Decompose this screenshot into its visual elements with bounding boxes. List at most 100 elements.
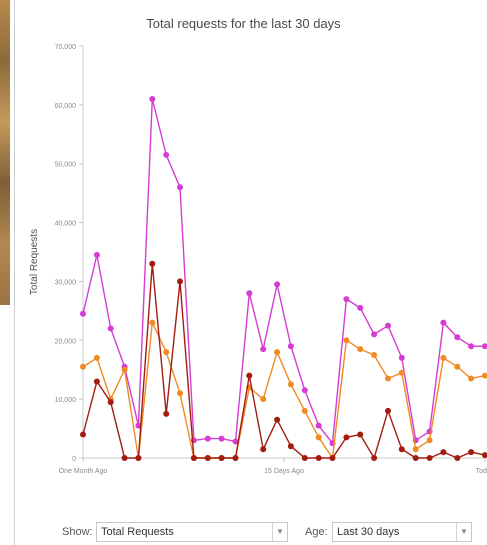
data-point — [412, 446, 419, 453]
x-tick-label: 15 Days Ago — [264, 468, 304, 475]
data-point — [93, 251, 100, 258]
data-point — [218, 435, 225, 442]
data-point — [482, 372, 487, 379]
data-point — [357, 304, 364, 311]
data-point — [426, 455, 433, 461]
data-point — [468, 449, 475, 456]
data-point — [163, 349, 170, 356]
data-point — [107, 399, 114, 406]
data-point — [440, 449, 447, 456]
filter-controls: Show: Total Requests ▼ Age: Last 30 days… — [0, 522, 487, 544]
data-point — [329, 455, 336, 461]
data-point — [93, 378, 100, 385]
data-point — [135, 455, 142, 461]
data-point — [232, 438, 239, 445]
data-point — [440, 354, 447, 361]
chevron-down-icon[interactable]: ▼ — [456, 523, 471, 541]
show-select-value: Total Requests — [101, 526, 174, 538]
data-point — [343, 434, 350, 441]
requests-line-chart: 0 10,000 20,000 30,000 40,000 50,000 60,000 70,… — [29, 44, 487, 475]
data-point — [287, 343, 294, 350]
data-point — [149, 319, 156, 326]
data-point — [260, 446, 267, 453]
data-point — [93, 354, 100, 361]
data-point — [190, 455, 197, 461]
data-point — [357, 431, 364, 438]
data-point — [357, 346, 364, 353]
data-point — [260, 346, 267, 353]
age-select[interactable]: Last 30 days ▼ — [332, 522, 472, 542]
data-point — [107, 325, 114, 332]
data-point — [301, 455, 308, 461]
data-point — [287, 381, 294, 388]
data-point — [301, 387, 308, 394]
data-point — [80, 363, 86, 370]
data-point — [260, 396, 267, 403]
data-point — [177, 390, 183, 397]
data-point — [246, 290, 253, 297]
data-point — [274, 416, 281, 423]
data-point — [163, 410, 170, 417]
data-point — [371, 352, 378, 358]
data-point — [274, 349, 281, 356]
x-tick-label: One Month Ago — [59, 468, 108, 475]
data-point — [80, 310, 86, 317]
data-point — [274, 281, 281, 288]
data-point — [121, 455, 128, 461]
data-point — [468, 375, 475, 382]
data-point — [301, 407, 308, 414]
data-point — [287, 443, 294, 450]
background-image-strip — [0, 0, 10, 305]
data-point — [315, 434, 322, 441]
data-point — [149, 260, 156, 267]
age-label: Age: — [305, 526, 328, 538]
chart-title: Total requests for the last 30 days — [146, 16, 341, 31]
data-point — [343, 296, 350, 303]
data-point — [371, 455, 378, 461]
data-point — [426, 437, 433, 444]
data-point — [482, 343, 487, 350]
y-tick-label: 70,000 — [55, 44, 77, 51]
data-point — [385, 322, 391, 329]
chevron-down-icon[interactable]: ▼ — [272, 523, 287, 541]
y-tick-label: 60,000 — [55, 103, 77, 110]
y-tick-label: 20,000 — [55, 338, 77, 345]
show-select[interactable]: Total Requests ▼ — [96, 522, 288, 542]
x-tick-label: Today — [476, 468, 487, 475]
data-point — [315, 455, 322, 461]
y-tick-label: 50,000 — [55, 162, 77, 169]
data-point — [398, 354, 405, 361]
data-point — [246, 372, 253, 379]
data-point — [149, 96, 156, 102]
data-point — [468, 343, 475, 350]
data-point — [177, 184, 183, 191]
data-point — [412, 455, 419, 461]
data-point — [232, 455, 239, 461]
data-point — [482, 452, 487, 459]
y-tick-label: 40,000 — [55, 221, 77, 228]
series-line-3 — [82, 263, 486, 460]
y-axis-label: Total Requests — [29, 229, 40, 295]
data-point — [454, 455, 461, 461]
data-point — [440, 319, 447, 326]
data-point — [454, 334, 461, 341]
data-point — [371, 331, 378, 338]
data-point — [315, 422, 322, 429]
data-point — [204, 455, 211, 461]
show-label: Show: — [62, 526, 93, 538]
data-point — [163, 151, 170, 158]
data-point — [177, 278, 183, 285]
data-point — [121, 366, 128, 373]
y-tick-label: 30,000 — [55, 279, 77, 286]
y-tick-label: 0 — [72, 456, 76, 463]
age-select-value: Last 30 days — [337, 526, 400, 538]
data-point — [385, 407, 391, 414]
data-point — [135, 422, 142, 429]
data-point — [398, 369, 405, 376]
data-point — [343, 337, 350, 344]
data-point — [398, 446, 405, 453]
data-point — [218, 455, 225, 461]
y-tick-label: 10,000 — [55, 397, 77, 404]
panel-border — [14, 0, 15, 545]
data-point — [204, 435, 211, 442]
